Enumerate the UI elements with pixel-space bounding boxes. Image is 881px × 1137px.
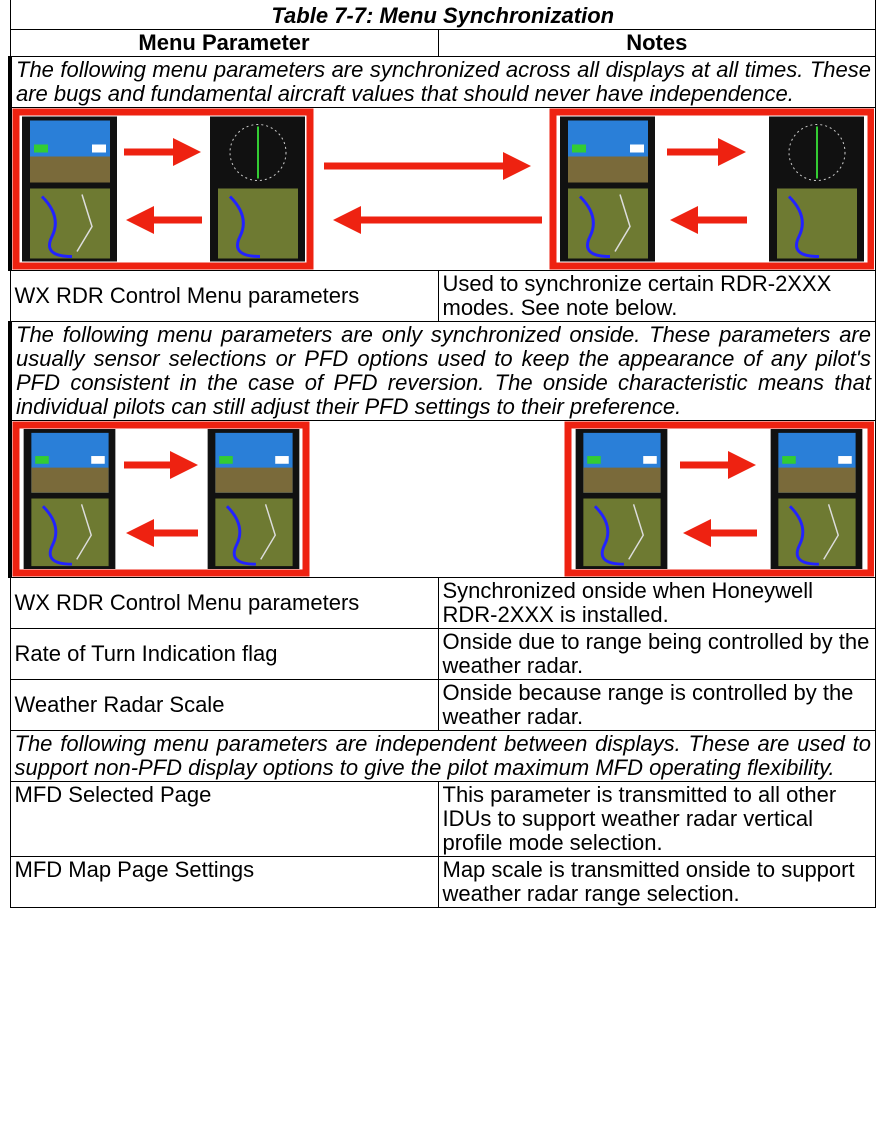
column-header: Notes bbox=[437, 29, 876, 57]
notes-cell: Synchronized onside when Honeywell RDR-2… bbox=[437, 577, 876, 629]
notes-cell: Onside due to range being controlled by … bbox=[437, 628, 876, 680]
figure-cell bbox=[8, 420, 876, 578]
notes-cell: Map scale is transmitted onside to suppo… bbox=[437, 856, 876, 908]
sync-figure bbox=[12, 108, 874, 270]
column-header: Menu Parameter bbox=[9, 29, 439, 57]
notes-cell: Used to synchronize certain RDR-2XXX mod… bbox=[437, 270, 876, 322]
section-description: The following menu parameters are synchr… bbox=[8, 56, 876, 108]
notes-cell: This parameter is transmitted to all oth… bbox=[437, 781, 876, 857]
parameter-cell: WX RDR Control Menu parameters bbox=[9, 270, 439, 322]
parameter-cell: Weather Radar Scale bbox=[9, 679, 439, 731]
onside-figure bbox=[12, 421, 874, 577]
parameter-cell: MFD Selected Page bbox=[9, 781, 439, 857]
section-description: The following menu parameters are only s… bbox=[8, 321, 876, 421]
table-title: Table 7-7: Menu Synchronization bbox=[9, 0, 876, 30]
section-description: The following menu parameters are indepe… bbox=[9, 730, 876, 782]
parameter-cell: Rate of Turn Indication flag bbox=[9, 628, 439, 680]
notes-cell: Onside because range is controlled by th… bbox=[437, 679, 876, 731]
parameter-cell: MFD Map Page Settings bbox=[9, 856, 439, 908]
parameter-cell: WX RDR Control Menu parameters bbox=[9, 577, 439, 629]
sync-table: Table 7-7: Menu Synchronization Menu Par… bbox=[8, 0, 876, 908]
figure-cell bbox=[8, 107, 876, 271]
